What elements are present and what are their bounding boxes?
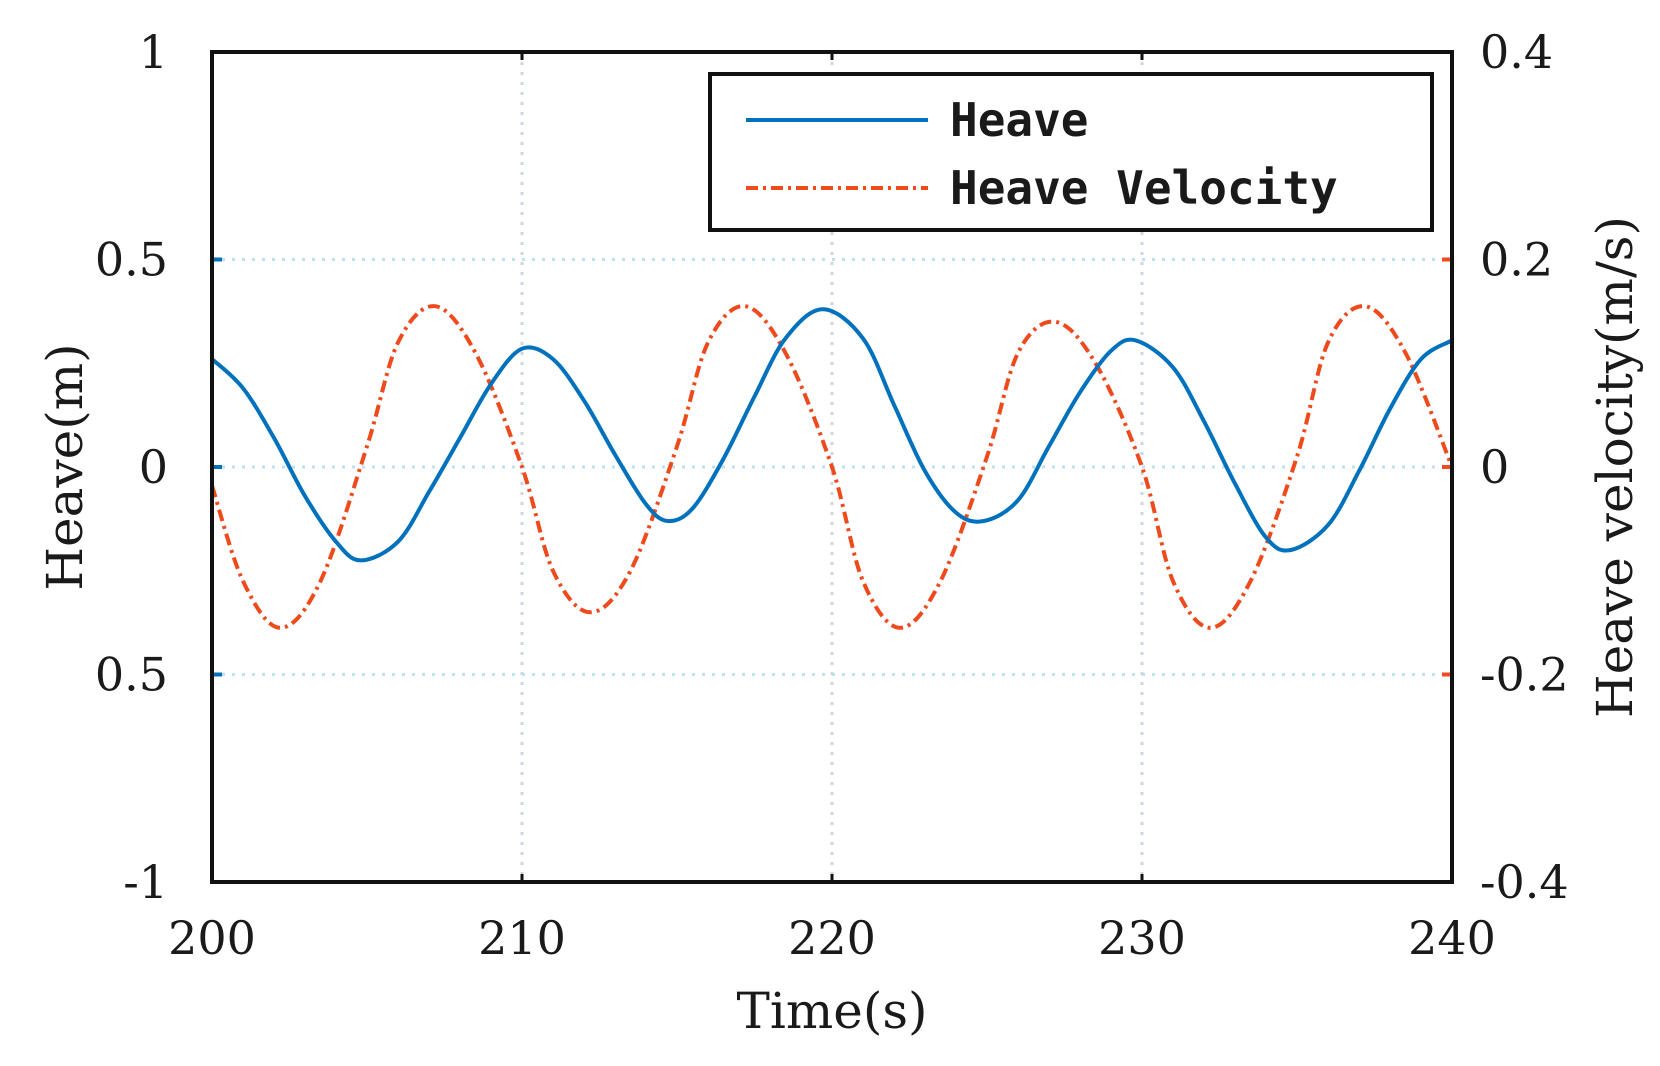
x-tick-label: 240: [1408, 911, 1496, 965]
right-tick-label: -0.2: [1480, 648, 1569, 702]
series-line-heave-velocity: [210, 304, 1454, 630]
right-tick-label: 0: [1480, 440, 1509, 494]
right-y-axis-label: Heave velocity(m/s): [1586, 216, 1644, 718]
x-tick-label: 200: [168, 911, 256, 965]
legend: Heave Heave Velocity: [708, 72, 1434, 232]
left-tick-label: 0.5: [95, 233, 168, 287]
series-line-heave: [210, 307, 1454, 563]
right-tick-label: 0.4: [1480, 25, 1553, 79]
series-layer: [210, 304, 1454, 630]
left-tick-label: 1: [139, 25, 168, 79]
x-tick-label: 220: [788, 911, 876, 965]
left-axis-ticks: 1 0.5 0 0.5 -1: [95, 25, 222, 909]
x-axis-label: Time(s): [736, 982, 927, 1040]
right-tick-label: -0.4: [1480, 855, 1569, 909]
left-tick-label: -1: [123, 855, 168, 909]
x-tick-label: 230: [1098, 911, 1186, 965]
right-axis-ticks: 0.4 0.2 0 -0.2 -0.4: [1442, 25, 1569, 909]
x-tick-label: 210: [478, 911, 566, 965]
legend-box: [708, 72, 1434, 232]
x-axis-ticks: 200 210 220 230 240: [168, 52, 1496, 965]
left-tick-label: 0.5: [95, 648, 168, 702]
plot-frame: [210, 50, 1454, 884]
right-tick-label: 0.2: [1480, 233, 1553, 287]
legend-label-heave-velocity: Heave Velocity: [950, 161, 1338, 215]
left-tick-label: 0: [139, 440, 168, 494]
legend-label-heave: Heave: [950, 93, 1088, 147]
left-y-axis-label: Heave(m): [36, 343, 94, 590]
